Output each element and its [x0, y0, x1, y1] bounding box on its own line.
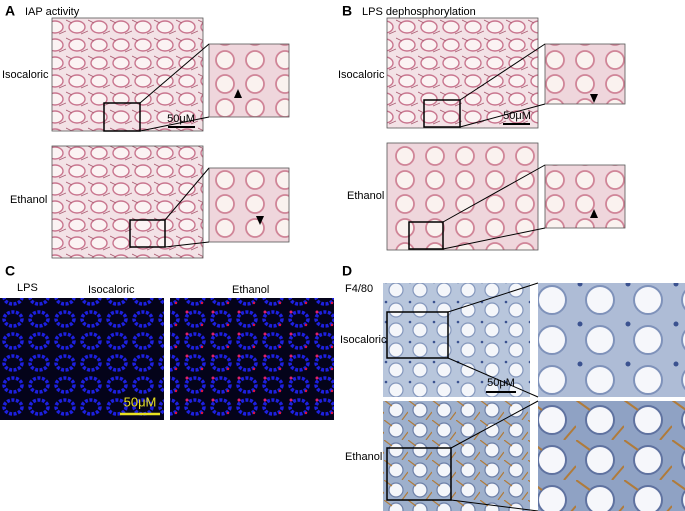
panel-title: IAP activity — [25, 6, 80, 18]
panel-title: LPS — [17, 282, 38, 294]
arrowhead — [234, 89, 242, 98]
zoom-line — [459, 103, 546, 128]
zoom-line — [450, 400, 539, 449]
row-label: Ethanol — [345, 451, 382, 463]
micrograph — [383, 401, 530, 511]
zoom-line — [139, 43, 210, 104]
zoom-line — [450, 499, 539, 511]
panel-letter: B — [342, 3, 352, 19]
inset — [208, 167, 290, 243]
zoom-box — [386, 447, 452, 501]
micrograph — [51, 145, 204, 259]
row-label: Isocaloric — [338, 69, 385, 81]
zoom-line — [459, 43, 546, 101]
zoom-box — [129, 219, 166, 248]
zoom-line — [139, 116, 210, 132]
panel-letter: A — [5, 3, 15, 19]
zoom-box — [423, 99, 461, 128]
panel-title: LPS dephosphorylation — [362, 6, 476, 18]
arrowhead — [590, 209, 598, 218]
panel-letter: D — [342, 263, 352, 279]
zoom-line — [164, 241, 210, 248]
zoom-line — [164, 167, 210, 221]
zoom-line — [442, 227, 546, 250]
inset — [538, 283, 685, 397]
zoom-line — [447, 282, 539, 313]
micrograph — [51, 17, 204, 132]
micrograph — [170, 298, 334, 420]
panel-title: F4/80 — [345, 283, 373, 295]
zoom-box — [386, 311, 449, 359]
scale-label: 50μM — [124, 394, 157, 409]
zoom-line — [442, 164, 546, 223]
row-label: Isocaloric — [2, 69, 49, 81]
arrowhead — [256, 216, 264, 225]
column-label: Isocaloric — [88, 284, 135, 296]
row-label: Ethanol — [10, 194, 47, 206]
inset — [544, 43, 626, 105]
arrowhead — [590, 94, 598, 103]
zoom-box — [103, 102, 141, 132]
inset — [544, 164, 626, 229]
inset — [208, 43, 290, 118]
panel-letter: C — [5, 263, 15, 279]
inset — [538, 401, 685, 511]
micrograph — [386, 17, 539, 129]
zoom-box — [408, 221, 444, 250]
micrograph — [383, 283, 530, 397]
row-label: Ethanol — [347, 190, 384, 202]
scale-label: 50μM — [487, 377, 515, 389]
micrograph — [0, 298, 164, 420]
micrograph — [386, 142, 539, 251]
zoom-line — [447, 357, 539, 398]
scale-label: 50μM — [503, 110, 531, 122]
row-label: Isocaloric — [340, 334, 387, 346]
scale-label: 50μM — [167, 113, 195, 125]
column-label: Ethanol — [232, 284, 269, 296]
